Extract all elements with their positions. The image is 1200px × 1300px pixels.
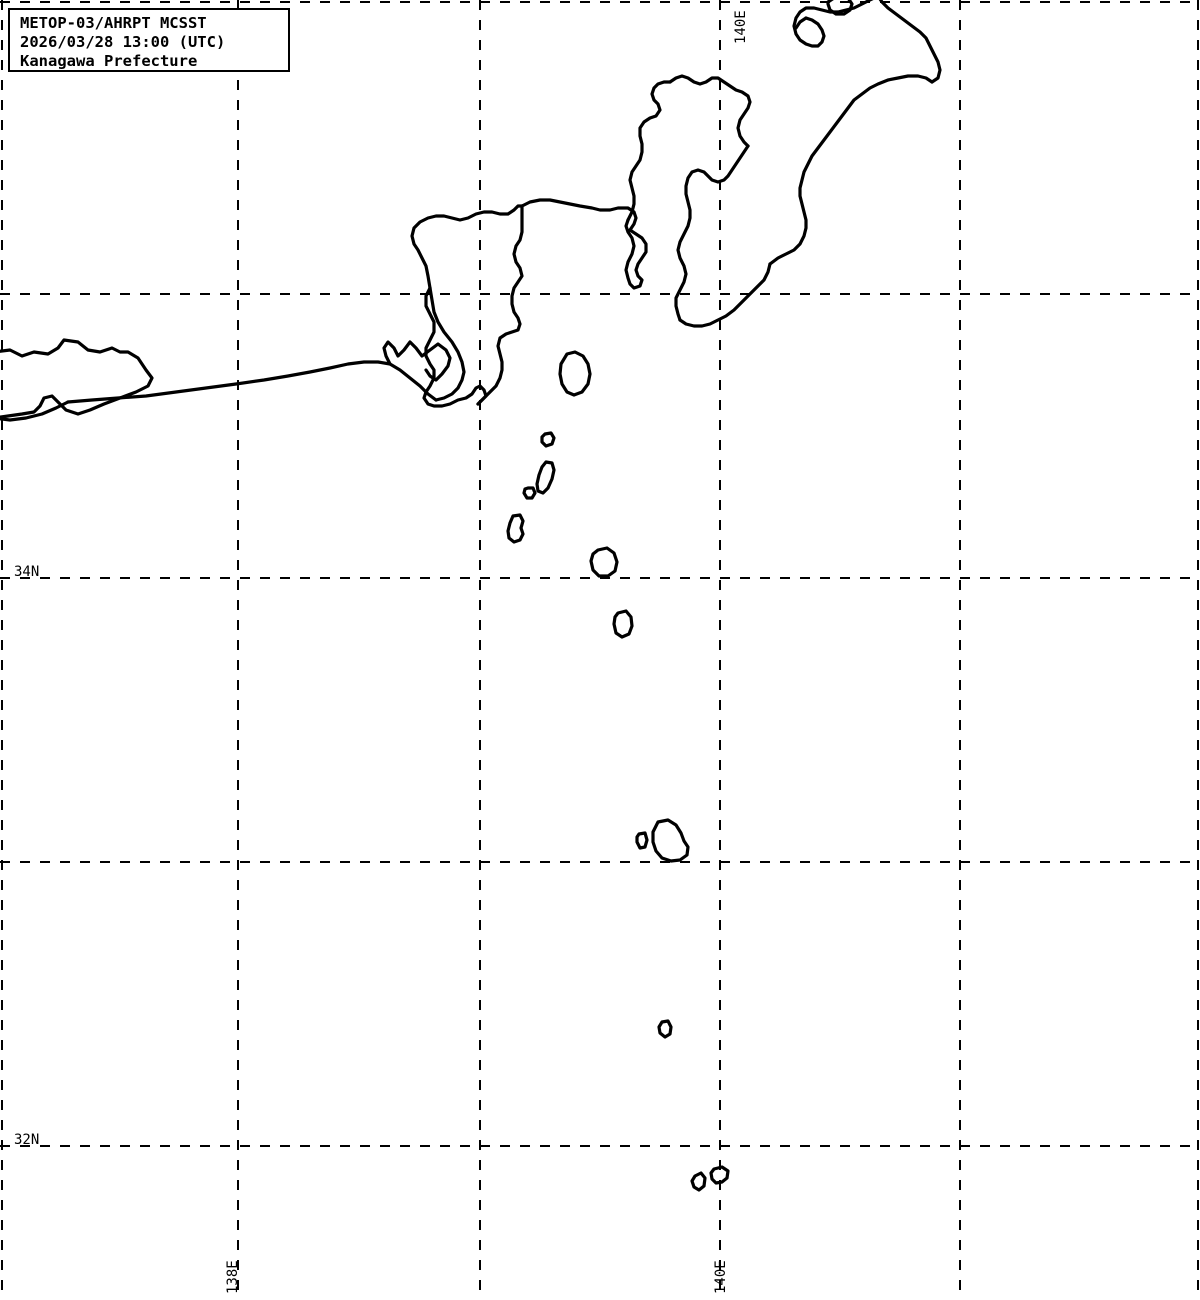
- lon-label-140e-top: 140E: [733, 10, 749, 44]
- lat-label-34n: 34N: [14, 564, 40, 580]
- coast-suruga-bay-west: [428, 286, 466, 402]
- coast-kasumigaura: [826, 0, 854, 16]
- coast-tokyo-bay-head: [668, 74, 752, 148]
- coast-boso-notch: [794, 16, 808, 30]
- island-shikinejima: [522, 486, 537, 500]
- island-niijima: [535, 460, 556, 495]
- coast-izu-north-shoulder: [476, 204, 524, 406]
- product-title: METOP-03/AHRPT MCSST: [20, 14, 207, 32]
- observation-timestamp: 2026/03/28 13:00 (UTC): [20, 33, 226, 51]
- coast-izu-east: [422, 286, 488, 408]
- coast-enshu-nada: [66, 360, 438, 404]
- coast-tokyo-bay-west: [626, 80, 672, 222]
- coast-boso-south: [678, 262, 772, 328]
- coast-tokyo-bay-east: [674, 144, 750, 322]
- coast-kashimanada: [792, 0, 874, 48]
- island-aogashima: [657, 1019, 673, 1039]
- coast-boso-east: [768, 74, 934, 266]
- island-mikurajima: [612, 609, 634, 639]
- coastline-layer: [0, 0, 942, 422]
- island-bayonnaise-rocks: [690, 1171, 707, 1192]
- island-izu-oshima: [558, 350, 592, 397]
- coast-atsumi-spit: [0, 400, 70, 422]
- lat-label-32n: 32N: [14, 1132, 40, 1148]
- coast-inubosaki: [878, 0, 942, 84]
- lon-label-138e-bottom: 138E: [225, 1260, 241, 1294]
- map-info-box: METOP-03/AHRPT MCSST 2026/03/28 13:00 (U…: [8, 8, 290, 72]
- coast-omaezaki: [382, 340, 452, 382]
- lon-label-140e-bottom: 140E: [713, 1260, 729, 1294]
- island-kozushima: [506, 513, 525, 544]
- coast-miura-peninsula: [624, 218, 648, 290]
- island-hachijojima: [651, 818, 690, 863]
- island-toshima: [540, 431, 556, 448]
- coast-izu-west: [410, 204, 524, 290]
- region-name: Kanagawa Prefecture: [20, 52, 198, 70]
- island-layer: [506, 350, 730, 1192]
- coast-sagami-bay: [520, 198, 638, 232]
- island-hachijokojima: [635, 831, 649, 850]
- coast-ise-bay: [0, 338, 154, 419]
- island-smith: [709, 1165, 730, 1185]
- island-miyakejima: [589, 546, 619, 578]
